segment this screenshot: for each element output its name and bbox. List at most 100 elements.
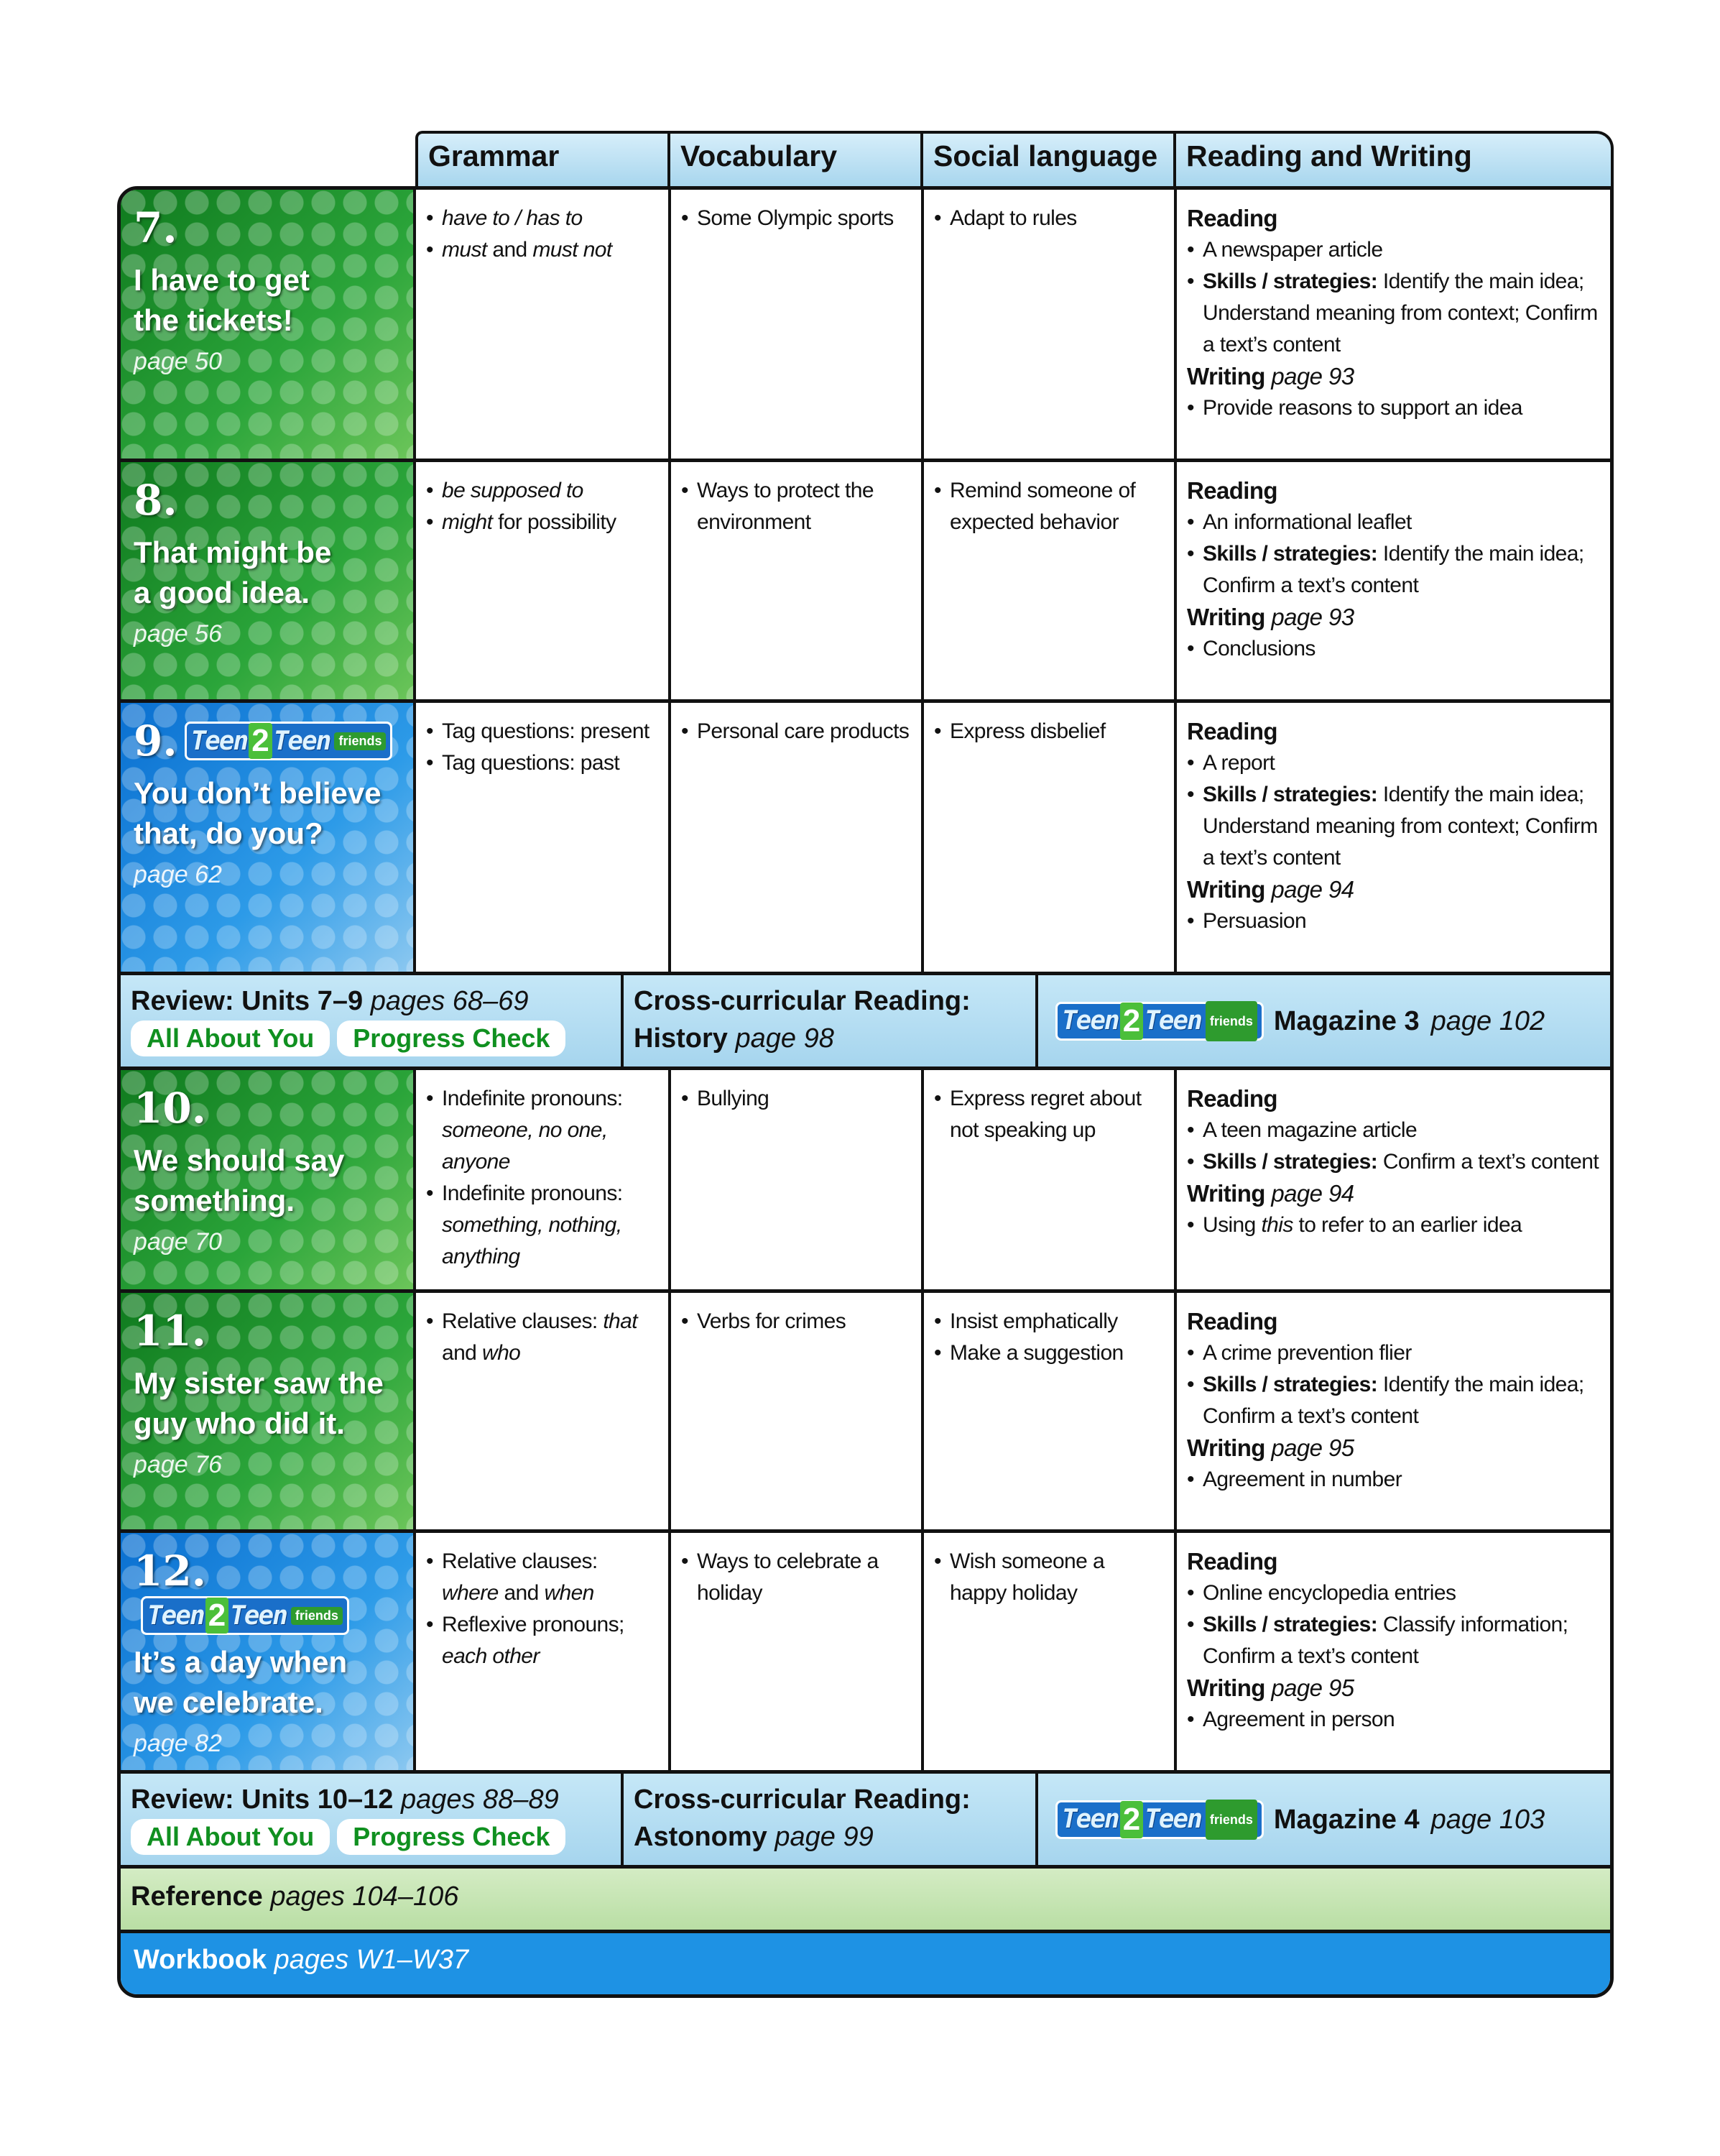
social-language-cell: Wish someone a happy holiday — [924, 1533, 1177, 1770]
vocabulary-cell: Verbs for crimes — [671, 1293, 924, 1529]
reading-writing-cell: Reading A crime prevention flier Skills / … — [1177, 1293, 1610, 1529]
teen2teen-friends-logo: Teen 2 Teen friends — [141, 1596, 349, 1635]
logo-text: Teen — [190, 726, 249, 756]
text-segment: A report — [1203, 751, 1275, 775]
text-segment: An informational leaflet — [1203, 510, 1412, 534]
logo-text: friends — [290, 1606, 343, 1625]
unit-number-line: 10. — [134, 1083, 400, 1133]
review-row: Review: Units 10–12 pages 88–89 All About… — [121, 1774, 1610, 1869]
bullet-item: Insist emphatically — [934, 1306, 1164, 1337]
cross-curricular-title: Cross-curricular Reading: — [634, 1784, 971, 1815]
bullet-item: Skills / strategies: Identify the main i… — [1187, 266, 1600, 361]
unit-row: 7. I have to get the tickets! page 50 have t… — [121, 190, 1610, 462]
bullet-item: Using this to refer to an earlier idea — [1187, 1210, 1600, 1241]
cross-curricular-subject-line: History page 98 — [634, 1020, 1025, 1057]
unit-page: page 62 — [134, 861, 222, 888]
text-segment: Make a suggestion — [950, 1341, 1124, 1365]
review-row: Review: Units 7–9 pages 68–69 All About Y… — [121, 975, 1610, 1070]
review-pages: pages 88–89 — [400, 1784, 559, 1815]
bullet-item: Wish someone a happy holiday — [934, 1546, 1164, 1609]
bullet-item: Some Olympic sports — [681, 203, 911, 234]
text-segment: and — [498, 1581, 545, 1605]
writing-page: page 93 — [1271, 604, 1354, 630]
magazine-cell: Teen 2 Teen friends Magazine 3 page 102 — [1038, 975, 1610, 1067]
logo-text: friends — [1205, 1000, 1257, 1041]
text-segment: when — [544, 1581, 594, 1605]
text-segment: Indefinite pronouns: — [442, 1087, 623, 1110]
grammar-cell: Indefinite pronouns: someone, no one, an… — [416, 1070, 671, 1289]
bullet-item: Relative clauses: that and who — [426, 1306, 658, 1369]
reading-heading: Reading — [1187, 205, 1278, 231]
magazine-page: page 103 — [1430, 1804, 1545, 1835]
social-language-cell: Remind someone of expected behavior — [924, 462, 1177, 699]
all-about-you-link[interactable]: All About You — [131, 1021, 330, 1056]
unit-title-line: You don’t believe — [134, 776, 382, 810]
workbook-pages: pages W1–W37 — [274, 1945, 469, 1975]
writing-heading: Writing page 93 — [1187, 363, 1354, 390]
text-segment: Skills / strategies: — [1203, 783, 1378, 806]
reading-heading: Reading — [1187, 718, 1278, 745]
cross-curricular-subject: History — [634, 1023, 728, 1054]
unit-title-line: My sister saw the — [134, 1366, 384, 1400]
text-segment: someone, no one, anyone — [442, 1118, 608, 1174]
text-segment: and — [442, 1341, 482, 1365]
unit-number-line: 11. — [134, 1306, 400, 1356]
text-segment: Identify the main idea; Confirm a text’s… — [1203, 1373, 1584, 1428]
logo-text: Teen — [1145, 1005, 1203, 1036]
writing-heading: Writing page 93 — [1187, 604, 1354, 630]
writing-heading: Writing page 95 — [1187, 1674, 1354, 1701]
writing-page: page 95 — [1271, 1434, 1354, 1461]
unit-number-line: 8. — [134, 475, 400, 525]
magazine-title: Magazine 4 — [1273, 1804, 1420, 1835]
vocabulary-cell: Ways to celebrate a holiday — [671, 1533, 924, 1770]
logo-text: Teen — [230, 1600, 288, 1631]
review-title: Review: Units 10–12 — [131, 1784, 394, 1815]
text-segment: to refer to an earlier idea — [1293, 1213, 1522, 1237]
bullet-item: Personal care products — [681, 716, 911, 747]
unit-number: 7. — [134, 203, 177, 252]
cross-curricular-title: Cross-curricular Reading: — [634, 986, 971, 1016]
text-segment: A teen magazine article — [1203, 1118, 1418, 1142]
bullet-item: Relative clauses: where and when — [426, 1546, 658, 1609]
unit-title: We should say something. — [134, 1141, 400, 1221]
unit-title-cell: 8. That might be a good idea. page 56 — [121, 462, 416, 699]
workbook-label: Workbook — [134, 1945, 267, 1975]
text-segment: A newspaper article — [1203, 238, 1383, 262]
unit-number-line: 7. — [134, 203, 400, 253]
bullet-item: Tag questions: present — [426, 716, 658, 747]
bullet-item: Skills / strategies: Identify the main i… — [1187, 1369, 1600, 1432]
unit-number-line: 12. Teen 2 Teen friends — [134, 1546, 400, 1635]
text-segment: and — [486, 238, 533, 262]
reading-writing-cell: Reading A newspaper article Skills / strat… — [1177, 190, 1610, 459]
table-body: 7. I have to get the tickets! page 50 have t… — [117, 186, 1614, 1998]
text-segment: Wish someone a happy holiday — [950, 1549, 1105, 1605]
unit-title: That might be a good idea. — [134, 533, 400, 613]
text-segment: A crime prevention flier — [1203, 1341, 1412, 1365]
unit-number: 9. — [134, 717, 177, 765]
bullet-item: Make a suggestion — [934, 1337, 1164, 1369]
bullet-item: A teen magazine article — [1187, 1115, 1600, 1146]
unit-title-cell: 11. My sister saw the guy who did it. page … — [121, 1293, 416, 1529]
workbook-row: Workbook pages W1–W37 — [121, 1933, 1610, 1994]
progress-check-link[interactable]: Progress Check — [337, 1021, 566, 1056]
text-segment: who — [482, 1341, 521, 1365]
progress-check-link[interactable]: Progress Check — [337, 1819, 566, 1855]
bullet-item: Reflexive pronouns; each other — [426, 1609, 658, 1672]
text-segment: Express regret about not speaking up — [950, 1087, 1142, 1142]
review-links: All About You Progress Check — [131, 1020, 611, 1057]
logo-text: friends — [334, 732, 387, 750]
all-about-you-link[interactable]: All About You — [131, 1819, 330, 1855]
unit-title-line: guy who did it. — [134, 1406, 345, 1440]
text-segment: Provide reasons to support an idea — [1203, 396, 1523, 420]
review-links: All About You Progress Check — [131, 1818, 611, 1856]
cross-curricular-subject: Astonomy — [634, 1822, 767, 1852]
magazine-cell: Teen 2 Teen friends Magazine 4 page 103 — [1038, 1774, 1610, 1865]
social-language-cell: Express regret about not speaking up — [924, 1070, 1177, 1289]
text-segment: Skills / strategies: — [1203, 1373, 1378, 1396]
bullet-item: Remind someone of expected behavior — [934, 475, 1164, 538]
text-segment: Using — [1203, 1213, 1262, 1237]
reading-heading: Reading — [1187, 1085, 1278, 1112]
text-segment: Ways to protect the environment — [697, 479, 874, 534]
text-segment: for possibility — [492, 510, 616, 534]
text-segment: Relative clauses: — [442, 1549, 598, 1573]
